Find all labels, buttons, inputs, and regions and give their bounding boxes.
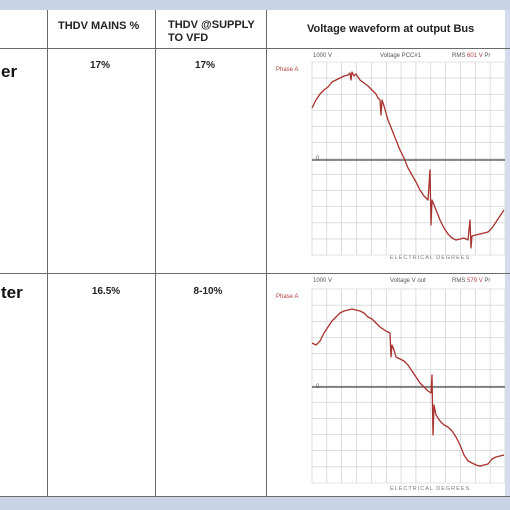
voltage-waveform-panel: 1000 V Voltage PCC#1 RMS 601 V Pr Phase …: [270, 50, 505, 272]
bottom-window-strip: [0, 497, 510, 510]
row-divider: [0, 273, 510, 274]
voltage-waveform-plot: [311, 288, 505, 484]
scope-extra: Pr: [484, 53, 491, 59]
scope-x-caption: ELECTRICAL DEGREES: [390, 486, 471, 492]
scope-phase-label: Phase A: [276, 294, 299, 300]
voltage-waveform-plot: [311, 61, 505, 256]
scope-scale-label: 1000 V: [313, 53, 333, 59]
table-bottom-border: [0, 496, 510, 497]
scope-title: Voltage PCC#1: [380, 53, 422, 59]
scope-rms-readout: RMS 601 V Pr: [452, 53, 490, 59]
scope-zero-label: 0: [316, 156, 320, 162]
column-divider: [155, 10, 156, 497]
scope-title: Voltage V out: [390, 278, 426, 284]
header-thdv-supply-line2: TO VFD: [168, 32, 209, 44]
scope-phase-label: Phase A: [276, 67, 299, 73]
scope-rms-label: RMS: [452, 53, 466, 59]
scope-grid: [311, 288, 505, 484]
thdv-supply-value: 17%: [194, 60, 215, 71]
header-thdv-supply: THDV @SUPPLY TO VFD: [168, 19, 266, 45]
header-row-divider: [0, 48, 510, 49]
header-voltage-waveform: Voltage waveform at output Bus: [307, 23, 475, 35]
thdv-mains-value: 16.5%: [91, 286, 121, 297]
header-thdv-mains: THDV MAINS %: [58, 20, 140, 32]
thdv-supply-value: 8-10%: [193, 286, 223, 297]
scope-extra: Pr: [484, 278, 491, 284]
row-label: ter: [1, 283, 23, 302]
column-divider: [47, 10, 48, 497]
column-divider: [266, 10, 267, 497]
scope-rms-value: 601 V: [467, 53, 483, 59]
right-edge-strip: [505, 10, 510, 497]
scope-rms-value: 579 V: [467, 278, 483, 284]
scope-rms-label: RMS: [452, 278, 466, 284]
scope-scale-label: 1000 V: [313, 278, 333, 284]
thdv-mains-value: 17%: [89, 60, 110, 71]
voltage-waveform-panel: 1000 V Voltage V out RMS 579 V Pr Phase …: [270, 275, 505, 495]
header-thdv-supply-line1: THDV @SUPPLY: [168, 19, 255, 31]
scope-grid: [311, 61, 505, 256]
top-window-strip: [0, 0, 510, 10]
row-label: er: [1, 62, 18, 81]
waveform-trace: [311, 308, 505, 467]
scope-rms-readout: RMS 579 V Pr: [452, 278, 490, 284]
scope-x-caption: ELECTRICAL DEGREES: [390, 255, 471, 261]
waveform-trace: [311, 71, 505, 249]
